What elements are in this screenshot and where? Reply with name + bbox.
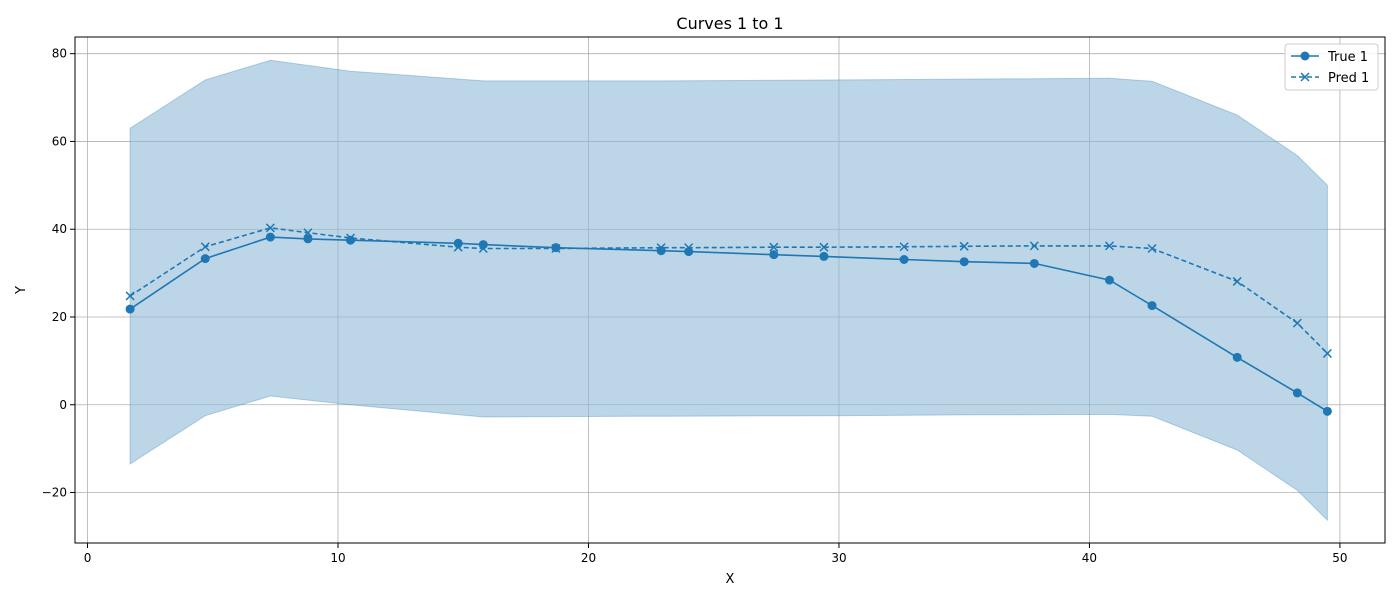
data-point-true-1 bbox=[200, 254, 210, 264]
data-point-pred-1 bbox=[551, 243, 561, 254]
data-point-pred-1 bbox=[959, 241, 969, 251]
data-point-true-1 bbox=[1104, 275, 1114, 285]
data-point-pred-1 bbox=[453, 242, 463, 252]
legend-label-pred: Pred 1 bbox=[1328, 71, 1369, 86]
data-point-true-1 bbox=[1029, 258, 1039, 268]
data-point-pred-1 bbox=[1292, 318, 1302, 328]
series-line-pred-1 bbox=[129, 227, 1328, 354]
data-point-pred-1 bbox=[303, 228, 313, 238]
data-point-pred-1 bbox=[899, 242, 909, 252]
y-tick-label: −20 bbox=[42, 486, 67, 500]
data-point-true-1 bbox=[303, 234, 313, 244]
data-point-pred-1 bbox=[265, 223, 275, 233]
y-axis-label: Y bbox=[14, 286, 29, 295]
x-tick-label: 0 bbox=[84, 551, 92, 565]
data-point-pred-1 bbox=[1147, 243, 1157, 254]
legend-item-true: True 1 bbox=[1291, 50, 1368, 65]
series-line-true-1 bbox=[129, 236, 1328, 412]
legend: True 1 Pred 1 bbox=[1284, 43, 1379, 91]
data-point-true-1 bbox=[959, 257, 969, 267]
x-tick-label: 40 bbox=[1082, 551, 1097, 565]
data-point-pred-1 bbox=[345, 233, 356, 243]
data-point-true-1 bbox=[125, 304, 135, 314]
data-point-pred-1 bbox=[819, 242, 829, 252]
data-point-pred-1 bbox=[1029, 241, 1039, 251]
x-tick-label: 50 bbox=[1332, 551, 1347, 565]
data-point-true-1 bbox=[769, 250, 779, 260]
data-point-true-1 bbox=[1292, 388, 1302, 398]
data-point-pred-1 bbox=[1322, 348, 1332, 358]
x-tick-label: 30 bbox=[831, 551, 846, 565]
data-point-true-1 bbox=[819, 251, 829, 261]
chart-title: Curves 1 to 1 bbox=[676, 14, 783, 33]
data-point-true-1 bbox=[1322, 406, 1332, 416]
legend-label-true: True 1 bbox=[1327, 50, 1368, 65]
y-tick-label: 60 bbox=[52, 134, 67, 148]
y-tick-label: 80 bbox=[52, 47, 67, 61]
x-tick-label: 10 bbox=[330, 551, 345, 565]
data-point-pred-1 bbox=[478, 243, 488, 254]
data-point-true-1 bbox=[265, 232, 275, 242]
data-point-pred-1 bbox=[769, 242, 779, 252]
legend-marker-pred bbox=[1300, 72, 1310, 82]
data-point-pred-1 bbox=[656, 243, 666, 253]
y-tick-label: 40 bbox=[52, 222, 67, 236]
x-tick-label: 20 bbox=[581, 551, 596, 565]
data-point-true-1 bbox=[1147, 301, 1157, 311]
x-axis-label: X bbox=[726, 572, 735, 587]
legend-item-pred: Pred 1 bbox=[1291, 71, 1369, 86]
data-point-true-1 bbox=[1232, 352, 1242, 362]
confidence-band bbox=[129, 59, 1328, 522]
data-point-pred-1 bbox=[200, 242, 210, 252]
data-point-pred-1 bbox=[125, 291, 135, 301]
axes-frame bbox=[74, 36, 1386, 544]
plot-area: 0 10 20 30 40 50 −20 0 20 40 60 80 bbox=[42, 36, 1386, 565]
legend-marker-true bbox=[1300, 51, 1310, 61]
data-point-true-1 bbox=[899, 254, 909, 264]
data-point-pred-1 bbox=[1232, 276, 1242, 286]
data-point-pred-1 bbox=[1104, 241, 1115, 251]
y-tick-label: 20 bbox=[52, 310, 67, 324]
data-point-pred-1 bbox=[684, 243, 694, 253]
y-tick-label: 0 bbox=[59, 398, 67, 412]
